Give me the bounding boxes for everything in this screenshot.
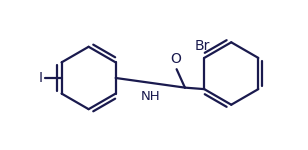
Text: NH: NH (140, 90, 160, 103)
Text: I: I (39, 71, 43, 85)
Text: Br: Br (195, 39, 210, 52)
Text: O: O (171, 52, 181, 66)
